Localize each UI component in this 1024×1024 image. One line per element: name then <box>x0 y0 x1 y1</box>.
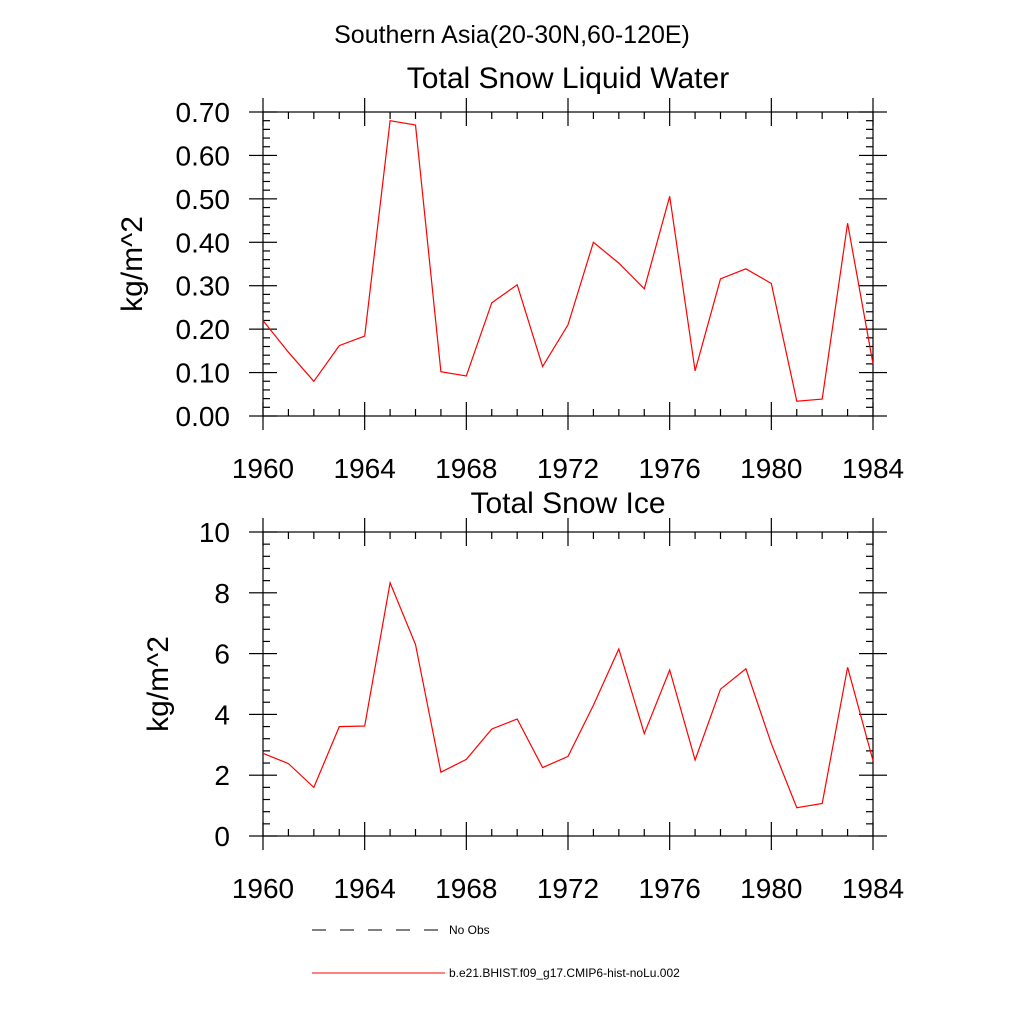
x-tick-label: 1968 <box>435 453 497 484</box>
data-point <box>618 263 619 264</box>
data-point <box>542 767 543 768</box>
data-point <box>440 772 441 773</box>
data-point <box>339 726 340 727</box>
x-tick-label: 1980 <box>740 873 802 904</box>
data-point <box>872 760 873 761</box>
data-point <box>440 371 441 372</box>
y-tick-label: 0.30 <box>176 271 231 302</box>
chart-panels: Total Snow Liquid Water 1960 1964 1968 1972 1… <box>116 62 904 904</box>
data-point <box>720 689 721 690</box>
x-tick-label: 1964 <box>334 873 396 904</box>
y-tick-label: 8 <box>214 578 230 609</box>
y-tick-label: 0.50 <box>176 184 231 215</box>
data-point <box>644 288 645 289</box>
x-tick-label: 1984 <box>842 873 904 904</box>
data-point <box>694 759 695 760</box>
y-tick-label: 4 <box>214 699 230 730</box>
x-tick-label: 1980 <box>740 453 802 484</box>
data-point <box>822 803 823 804</box>
data-point <box>847 667 848 668</box>
x-tick-label: 1984 <box>842 453 904 484</box>
data-point <box>618 648 619 649</box>
data-point <box>415 644 416 645</box>
y-axis-label: kg/m^2 <box>142 636 175 732</box>
panel-2: Total Snow Ice 1960 1964 1968 1972 1976 1980 19… <box>142 487 904 904</box>
data-point <box>466 759 467 760</box>
data-point <box>745 668 746 669</box>
plot-frame <box>262 531 874 837</box>
legend-label-model: b.e21.BHIST.f09_g17.CMIP6-hist-noLu.002 <box>449 966 680 980</box>
data-point <box>847 223 848 224</box>
data-point <box>872 363 873 364</box>
data-point <box>517 284 518 285</box>
data-point <box>389 582 390 583</box>
x-tick-label: 1976 <box>639 873 701 904</box>
y-tick-label: 10 <box>199 517 230 548</box>
x-tick-label: 1960 <box>232 873 294 904</box>
plot-frame <box>262 111 874 417</box>
panel-title: Total Snow Ice <box>470 487 665 520</box>
y-tick-label: 0 <box>214 821 230 852</box>
y-tick-label: 0.60 <box>176 140 231 171</box>
y-tick-label: 0.10 <box>176 358 231 389</box>
data-point <box>491 302 492 303</box>
chart-suptitle: Southern Asia(20-30N,60-120E) <box>334 21 690 49</box>
x-tick-label: 1960 <box>232 453 294 484</box>
y-tick-label: 0.40 <box>176 227 231 258</box>
data-point <box>796 401 797 402</box>
data-point <box>364 725 365 726</box>
x-tick-label: 1968 <box>435 873 497 904</box>
data-point <box>567 756 568 757</box>
x-tick-label: 1972 <box>537 453 599 484</box>
data-point <box>720 278 721 279</box>
data-point <box>745 268 746 269</box>
y-tick-label: 0.20 <box>176 314 231 345</box>
data-point <box>288 352 289 353</box>
y-tick-label: 2 <box>214 760 230 791</box>
data-point <box>669 669 670 670</box>
series-line <box>262 120 874 402</box>
series-line <box>262 580 874 809</box>
legend-label-no-obs: No Obs <box>449 923 490 937</box>
data-point <box>644 733 645 734</box>
y-tick-label: 6 <box>214 639 230 670</box>
data-point <box>542 366 543 367</box>
x-tick-label: 1964 <box>334 453 396 484</box>
data-point <box>771 743 772 744</box>
legend: No Obs b.e21.BHIST.f09_g17.CMIP6-hist-no… <box>312 923 680 980</box>
data-point <box>313 787 314 788</box>
data-point <box>593 705 594 706</box>
data-point <box>669 196 670 197</box>
data-point <box>517 718 518 719</box>
data-point <box>313 381 314 382</box>
y-axis-label: kg/m^2 <box>116 216 149 312</box>
y-tick-label: 0.70 <box>176 97 231 128</box>
data-point <box>593 242 594 243</box>
data-point <box>415 124 416 125</box>
data-point <box>694 370 695 371</box>
data-point <box>491 728 492 729</box>
data-point <box>262 753 263 754</box>
data-point <box>567 324 568 325</box>
x-tick-label: 1976 <box>639 453 701 484</box>
data-point <box>364 335 365 336</box>
data-point <box>288 763 289 764</box>
data-point <box>262 320 263 321</box>
data-point <box>339 345 340 346</box>
data-point <box>796 807 797 808</box>
panel-1: Total Snow Liquid Water 1960 1964 1968 1972 1… <box>116 62 904 484</box>
data-point <box>466 375 467 376</box>
panel-title: Total Snow Liquid Water <box>407 62 729 95</box>
x-tick-label: 1972 <box>537 873 599 904</box>
y-tick-label: 0.00 <box>176 401 231 432</box>
data-point <box>822 398 823 399</box>
data-point <box>771 283 772 284</box>
data-point <box>389 120 390 121</box>
